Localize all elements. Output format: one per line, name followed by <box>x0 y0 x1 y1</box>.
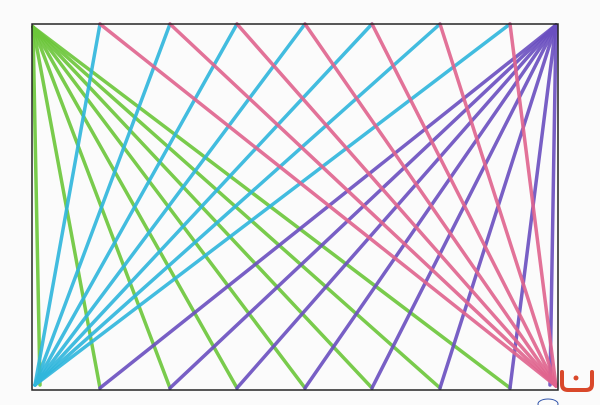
pink-line <box>438 22 558 388</box>
pink-line <box>98 22 558 388</box>
corner-logo-icon <box>560 370 594 392</box>
cyan-line <box>33 22 239 387</box>
pink-line <box>303 22 558 388</box>
cyan-line <box>33 22 374 387</box>
line-fans <box>31 22 558 390</box>
drawing-frame <box>31 23 559 391</box>
green-line <box>31 25 512 390</box>
cyan-line <box>33 22 442 387</box>
pen-mark <box>537 398 559 405</box>
cyan-line <box>33 22 307 387</box>
pink-line <box>370 22 558 388</box>
cyan-line <box>33 22 512 387</box>
cyan-line <box>33 22 172 387</box>
purple-line <box>548 23 558 387</box>
pink-line <box>235 22 558 388</box>
pink-line <box>168 22 558 388</box>
pink-line <box>508 22 558 388</box>
cyan-line <box>33 22 102 387</box>
green-line <box>31 25 42 387</box>
